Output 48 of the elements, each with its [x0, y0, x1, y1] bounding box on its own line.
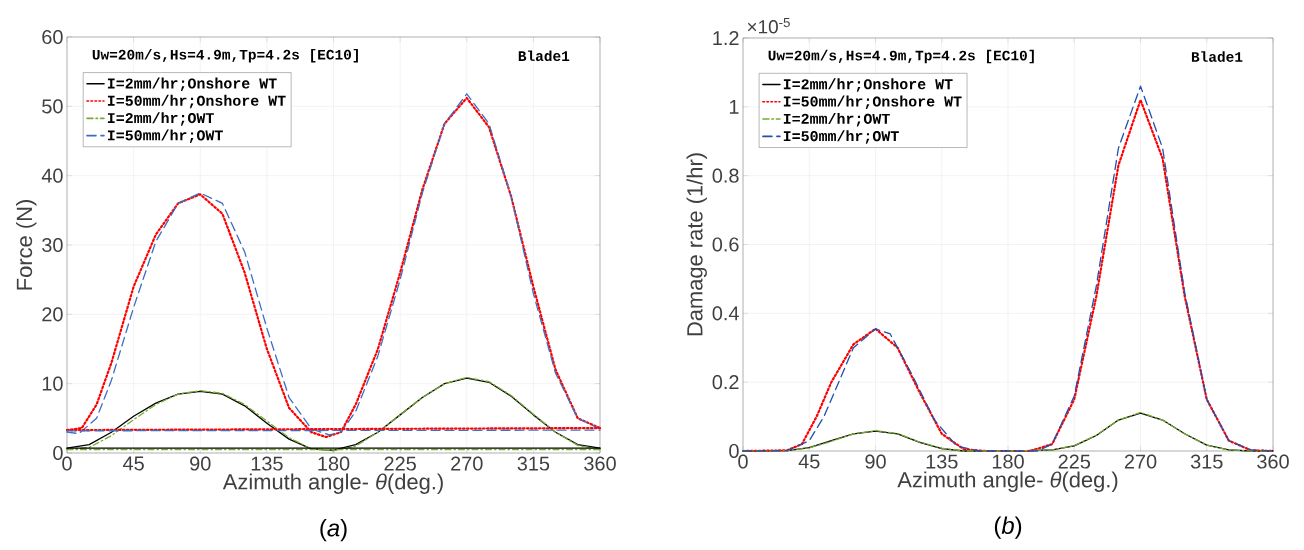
- legend-label: I=2mm/hr;Onshore WT: [107, 77, 277, 92]
- y-tick-label: 0.2: [712, 375, 739, 390]
- x-tick-label: 315: [517, 456, 550, 471]
- legend-label: I=50mm/hr;Onshore WT: [107, 94, 286, 109]
- y-tick-label: 0.8: [712, 168, 739, 183]
- y-tick-label: 60: [42, 29, 63, 45]
- x-tick-label: 270: [451, 456, 483, 471]
- annotation: Uw=20m/s,Hs=4.9m,Tp=4.2s [EC10]: [92, 48, 358, 63]
- y-tick-label: 0.6: [712, 237, 739, 252]
- x-tick-label: 90: [865, 454, 886, 469]
- x-axis-title: Azimuth angle- θ(deg.): [897, 471, 1118, 492]
- text: (a): [320, 518, 347, 542]
- legend-label: I=2mm/hr;OWT: [783, 112, 890, 127]
- x-tick-label: 135: [926, 454, 958, 469]
- text: (b): [994, 516, 1022, 539]
- x-tick-label: 180: [992, 454, 1024, 469]
- x-tick-label: 360: [1257, 454, 1289, 469]
- legend-label: I=50mm/hr;OWT: [783, 130, 899, 144]
- y-axis-title: Force (N): [16, 200, 37, 290]
- legend-label: I=50mm/hr;Onshore WT: [783, 95, 962, 110]
- y-tick-label: 0.4: [712, 306, 739, 321]
- x-tick-label: 270: [1124, 454, 1157, 469]
- x-axis-title: Azimuth angle- θ(deg.): [222, 473, 443, 494]
- legend-label: I=2mm/hr;Onshore WT: [783, 78, 953, 92]
- legend-label: I=50mm/hr;OWT: [107, 129, 223, 143]
- x-tick-label: 180: [318, 456, 350, 471]
- y-tick-label: 50: [42, 99, 63, 114]
- y-axis-title: Damage rate (1/hr): [686, 153, 707, 336]
- annotation: Blade1: [1191, 51, 1243, 62]
- y-tick-label: 30: [42, 237, 63, 253]
- y-tick-label: 1.2: [713, 31, 739, 45]
- x-tick-label: 315: [1190, 454, 1223, 469]
- x-tick-label: 225: [384, 456, 416, 471]
- y-tick-label: 0: [729, 443, 739, 459]
- y-tick-label: 20: [42, 307, 63, 322]
- x-tick-label: 45: [798, 454, 820, 469]
- y-tick-label: 10: [42, 376, 63, 391]
- x-tick-label: 225: [1058, 454, 1091, 469]
- text: ×10$^{-5}$: [747, 17, 790, 34]
- x-tick-label: 135: [251, 456, 283, 471]
- annotation: Uw=20m/s,Hs=4.9m,Tp=4.2s [EC10]: [768, 49, 1034, 64]
- y-tick-label: 1: [729, 99, 739, 114]
- x-tick-label: 45: [123, 456, 144, 471]
- x-tick-label: 90: [190, 456, 211, 471]
- annotation: Blade1: [518, 50, 570, 62]
- x-tick-label: 360: [584, 456, 616, 471]
- y-tick-label: 40: [41, 168, 63, 183]
- legend-label: I=2mm/hr;OWT: [107, 112, 214, 126]
